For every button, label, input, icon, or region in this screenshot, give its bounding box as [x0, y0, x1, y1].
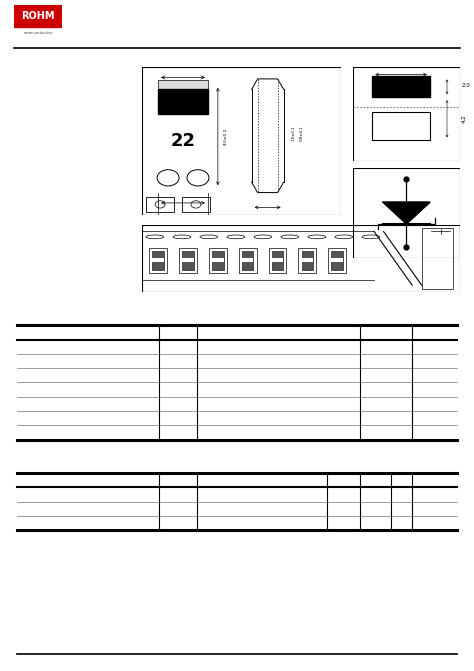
Bar — [299, 248, 316, 273]
Text: 0.8±0.1: 0.8±0.1 — [300, 125, 303, 142]
Bar — [158, 81, 208, 89]
Bar — [301, 258, 313, 262]
Text: 4.2: 4.2 — [462, 114, 467, 123]
Bar — [146, 197, 174, 212]
Bar — [301, 251, 313, 270]
Text: 22: 22 — [171, 132, 195, 150]
Bar — [212, 251, 224, 270]
Bar — [269, 248, 286, 273]
Bar — [212, 258, 224, 262]
Bar — [331, 251, 343, 270]
Text: ROHM: ROHM — [21, 11, 55, 21]
Text: 2.0: 2.0 — [462, 83, 471, 89]
Bar — [182, 197, 210, 212]
Bar — [242, 251, 253, 270]
Bar — [239, 248, 256, 273]
Bar — [14, 5, 62, 28]
Bar — [373, 112, 430, 140]
Bar — [331, 258, 343, 262]
Bar — [182, 258, 194, 262]
Bar — [242, 258, 253, 262]
Bar — [149, 248, 167, 273]
Bar — [373, 76, 430, 97]
Bar — [152, 251, 164, 270]
Bar — [272, 251, 283, 270]
Text: 1.6±0.1: 1.6±0.1 — [292, 125, 295, 142]
Bar — [179, 248, 197, 273]
Bar — [272, 258, 283, 262]
Bar — [182, 251, 194, 270]
Bar — [152, 258, 164, 262]
Text: semiconductor: semiconductor — [23, 31, 53, 35]
Polygon shape — [383, 202, 430, 224]
Bar — [328, 248, 346, 273]
Bar — [158, 89, 208, 114]
Text: 4.0±0.2: 4.0±0.2 — [224, 127, 228, 145]
Bar — [209, 248, 227, 273]
Bar — [422, 228, 454, 289]
